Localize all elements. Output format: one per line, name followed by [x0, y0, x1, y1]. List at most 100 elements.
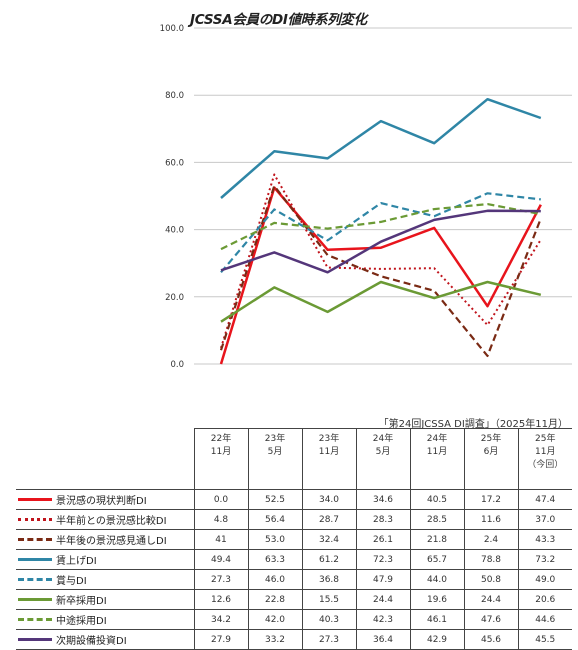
table-cell: 32.4	[301, 529, 356, 550]
table-cell: 45.6	[463, 629, 518, 650]
table-cell: 63.3	[247, 549, 302, 570]
legend-cell: 景況感の現状判断DI	[16, 489, 194, 510]
line-chart: 0.0 20.0 40.0 60.0 80.0 100.0	[160, 24, 572, 370]
table-cell: 28.5	[409, 509, 464, 530]
column-header-year: 25年	[535, 434, 556, 444]
table-cell: 28.7	[301, 509, 356, 530]
table-cell: 49.4	[193, 549, 248, 570]
table-cell: 20.6	[517, 589, 572, 610]
y-tick-label: 40.0	[165, 226, 184, 236]
table-cell: 33.2	[247, 629, 302, 650]
table-cell: 72.3	[355, 549, 410, 570]
series-line-6	[220, 280, 542, 323]
column-header-month: 11月	[318, 447, 340, 457]
series-name: 次期設備投資DI	[56, 636, 127, 647]
table-header-row: 22年 11月 23年 5月 23年 11月 24年 5月 24年 11月 25年 6月 25年 11月（…	[16, 428, 572, 490]
column-header-year: 22年	[210, 434, 232, 444]
table-cell: 43.3	[517, 529, 572, 550]
table-cell: 49.0	[517, 569, 572, 590]
column-header-year: 24年	[372, 434, 394, 444]
table-cell: 73.2	[517, 549, 572, 570]
table-cell: 27.9	[193, 629, 248, 650]
column-header-year: 24年	[426, 434, 448, 444]
table-cell: 46.1	[409, 609, 464, 630]
table-cell: 21.8	[409, 529, 464, 550]
table-row: 半年後の景況感見通しDI 41 53.0 32.4 26.1 21.8 2.4 43.3	[16, 529, 572, 550]
table-cell: 36.8	[301, 569, 356, 590]
series-name: 半年前との景況感比較DI	[56, 516, 167, 527]
table-cell: 40.3	[301, 609, 356, 630]
series-name: 賞与DI	[56, 576, 87, 587]
table-cell: 34.0	[301, 489, 356, 510]
table-cell: 56.4	[247, 509, 302, 530]
table-cell: 45.5	[517, 629, 572, 650]
legend-cell: 賞与DI	[16, 569, 194, 590]
column-header: 25年 11月 （今回）	[517, 428, 572, 490]
series-name: 賃上げDI	[56, 556, 97, 567]
table-cell: 47.9	[355, 569, 410, 590]
legend-swatch	[18, 518, 52, 521]
legend-swatch	[18, 558, 52, 561]
series-name: 半年後の景況感見通しDI	[56, 536, 167, 547]
table-cell: 47.4	[517, 489, 572, 510]
series-name: 新卒採用DI	[56, 596, 107, 607]
legend-swatch	[18, 618, 52, 621]
table-cell: 44.6	[517, 609, 572, 630]
legend-swatch	[18, 498, 52, 501]
y-tick-label: 20.0	[165, 293, 184, 303]
table-cell: 42.3	[355, 609, 410, 630]
legend-cell: 次期設備投資DI	[16, 629, 194, 650]
series-line-5	[220, 192, 541, 274]
series-name: 景況感の現状判断DI	[56, 496, 147, 507]
table-cell: 4.8	[193, 509, 248, 530]
y-tick-labels: 0.0 20.0 40.0 60.0 80.0 100.0	[160, 24, 184, 370]
y-tick-label: 0.0	[170, 360, 184, 370]
table-cell: 24.4	[463, 589, 518, 610]
series-line-2	[220, 173, 542, 349]
table-cell: 26.1	[355, 529, 410, 550]
column-header-month: 5月	[267, 447, 283, 457]
table-row: 新卒採用DI 12.6 22.8 15.5 24.4 19.6 24.4 20.6	[16, 589, 572, 610]
y-tick-label: 80.0	[165, 91, 184, 101]
table-cell: 40.5	[409, 489, 464, 510]
table-cell: 24.4	[355, 589, 410, 610]
series-line-7	[220, 203, 542, 251]
table-cell: 47.6	[463, 609, 518, 630]
legend-swatch	[18, 578, 52, 581]
legend-cell: 半年前との景況感比較DI	[16, 509, 194, 530]
table-cell: 12.6	[193, 589, 248, 610]
table-cell: 52.5	[247, 489, 302, 510]
table-row: 半年前との景況感比較DI 4.8 56.4 28.7 28.3 28.5 11.6 37.0	[16, 509, 572, 530]
column-header-month: 11月	[426, 447, 448, 457]
column-header-year: 23年	[264, 434, 286, 444]
legend-cell: 新卒採用DI	[16, 589, 194, 610]
table-row: 次期設備投資DI 27.9 33.2 27.3 36.4 42.9 45.6 45.5	[16, 629, 572, 650]
column-header: 22年 11月	[193, 428, 248, 490]
table-cell: 17.2	[463, 489, 518, 510]
series-line-1	[219, 186, 542, 365]
table-cell: 34.2	[193, 609, 248, 630]
column-header-year: 25年	[480, 434, 502, 444]
table-cell: 28.3	[355, 509, 410, 530]
column-header: 24年 5月	[355, 428, 410, 490]
table-cell: 42.9	[409, 629, 464, 650]
column-header: 23年 11月	[301, 428, 356, 490]
column-header-month: 6月	[483, 447, 499, 457]
table-cell: 61.2	[301, 549, 356, 570]
legend-swatch	[18, 638, 52, 641]
column-header: 25年 6月	[463, 428, 518, 490]
column-header-month: 11月	[535, 447, 556, 457]
series-lines	[219, 97, 542, 365]
table-cell: 37.0	[517, 509, 572, 530]
column-header-month: 11月	[210, 447, 232, 457]
table-cell: 44.0	[409, 569, 464, 590]
data-table: 22年 11月 23年 5月 23年 11月 24年 5月 24年 11月 25年 6月 25年 11月（…	[16, 428, 572, 650]
chart-title: JCSSA会員のDI値時系列変化	[190, 12, 367, 28]
source-note: 「第24回JCSSA DI調査」（2025年11月）	[378, 419, 568, 430]
table-cell: 78.8	[463, 549, 518, 570]
table-row: 賞与DI 27.3 46.0 36.8 47.9 44.0 50.8 49.0	[16, 569, 572, 590]
table-cell: 19.6	[409, 589, 464, 610]
table-cell: 53.0	[247, 529, 302, 550]
column-header: 24年 11月	[409, 428, 464, 490]
table-corner	[16, 429, 194, 490]
